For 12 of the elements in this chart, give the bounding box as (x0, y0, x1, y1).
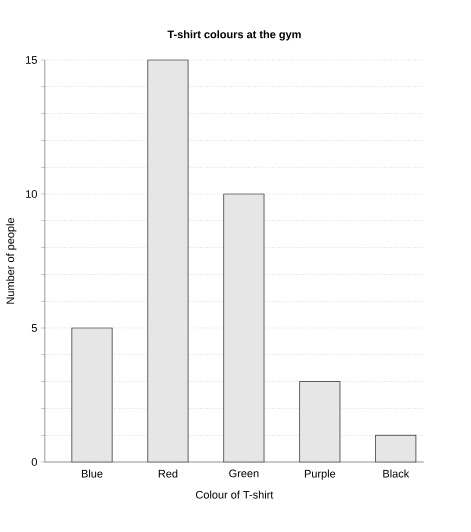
x-tick-label: Red (158, 470, 178, 478)
x-tick-label: Green (229, 470, 258, 478)
y-tick-label: 5 (32, 324, 37, 332)
y-axis-title: Number of people (6, 218, 16, 304)
y-tick-label: 0 (32, 458, 37, 466)
x-tick-label: Purple (304, 470, 336, 480)
y-tick-label: 10 (26, 190, 37, 198)
x-tick-label: Blue (82, 470, 102, 478)
x-tick-label: Black (383, 470, 410, 478)
y-tick-label: 15 (26, 56, 37, 64)
x-axis-title: Colour of T-shirt (196, 490, 274, 499)
chart-title: T-shirt colours at the gym (168, 30, 301, 40)
